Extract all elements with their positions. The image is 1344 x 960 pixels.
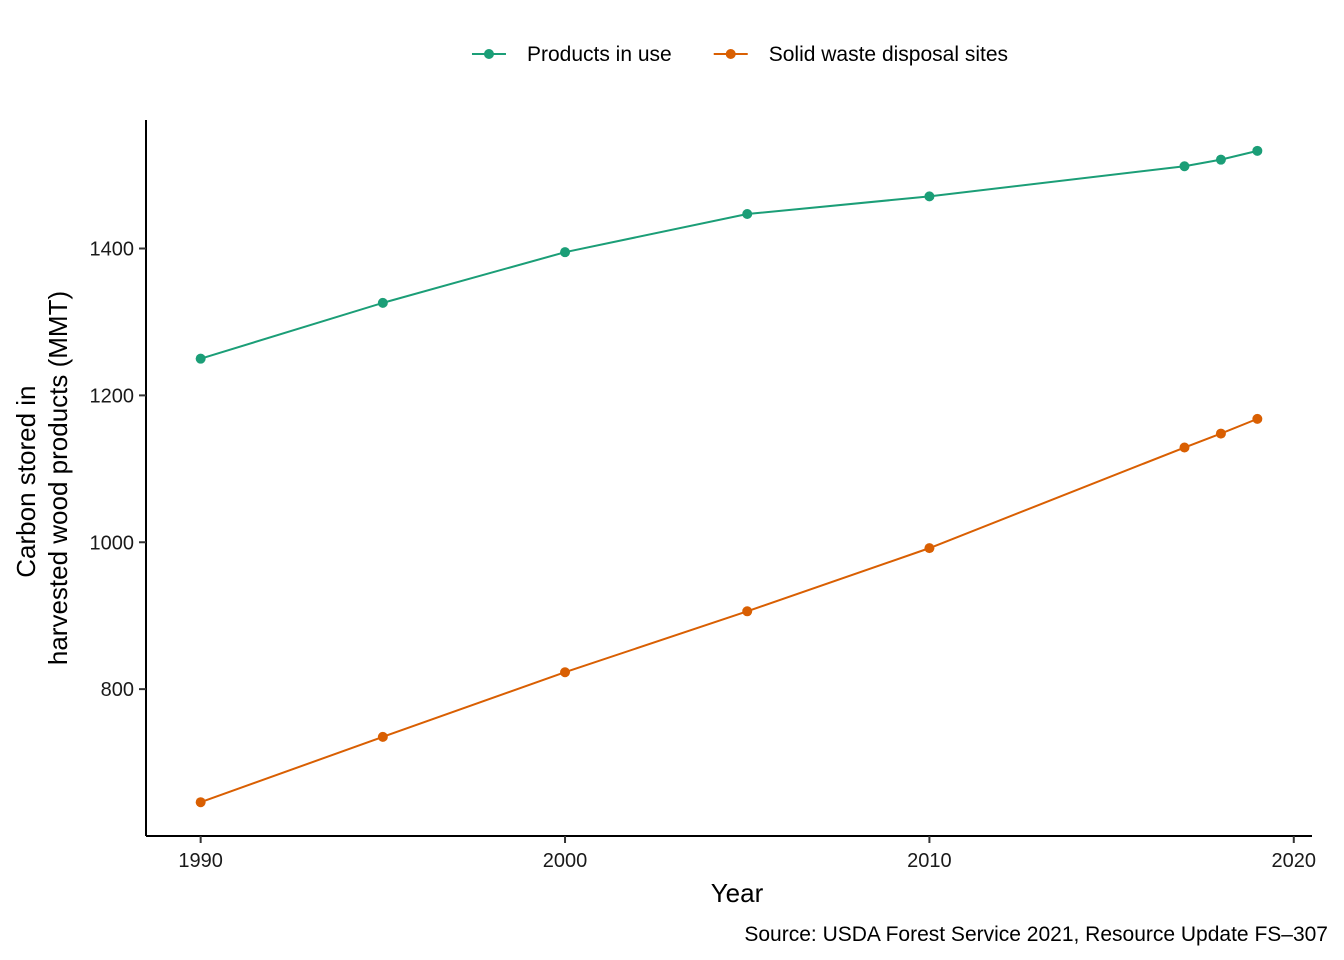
x-tick-label: 1990 — [178, 850, 223, 872]
y-tick-label: 1200 — [90, 385, 135, 407]
data-point — [195, 353, 206, 364]
x-tick-label: 2010 — [907, 850, 952, 872]
data-point — [1252, 413, 1263, 424]
legend-label: Products in use — [527, 43, 672, 66]
y-tick-label: 1400 — [90, 239, 135, 261]
data-point — [1179, 442, 1190, 453]
data-point — [742, 606, 753, 617]
legend: Products in use Solid waste disposal site… — [471, 43, 1008, 66]
data-point — [377, 297, 388, 308]
y-axis-title-line-1: Carbon stored in — [11, 386, 41, 578]
data-point — [560, 667, 571, 678]
x-tick-label: 2000 — [543, 850, 588, 872]
series-line — [200, 417, 1258, 804]
data-point — [924, 191, 935, 202]
legend-key-point — [483, 49, 494, 59]
legend-item-0: Products in use — [471, 43, 672, 66]
data-point — [1179, 161, 1190, 172]
data-point — [1215, 154, 1226, 165]
data-point — [924, 543, 935, 554]
data-point — [1215, 428, 1226, 439]
y-tick-label: 1000 — [90, 532, 135, 554]
data-point — [560, 247, 571, 258]
data-point — [1252, 145, 1263, 156]
axes: 800 1000 1200 1400 1990 2000 2010 2020 — [90, 120, 1317, 872]
data-point — [195, 797, 206, 808]
legend-item-1: Solid waste disposal sites — [713, 43, 1008, 66]
series-line — [200, 149, 1258, 360]
y-axis-title-line-2: harvested wood products (MMT) — [43, 291, 73, 665]
series-1 — [195, 413, 1263, 808]
series-layer — [195, 145, 1263, 808]
source-caption: Source: USDA Forest Service 2021, Resour… — [744, 923, 1328, 946]
x-tick-label: 2020 — [1272, 850, 1317, 872]
legend-key-point — [725, 49, 736, 59]
data-point — [742, 208, 753, 219]
legend-label: Solid waste disposal sites — [769, 43, 1008, 66]
series-0 — [195, 145, 1263, 364]
x-axis-title: Year — [711, 878, 764, 908]
data-point — [377, 731, 388, 742]
y-axis-title: Carbon stored in harvested wood products… — [11, 291, 73, 665]
y-tick-label: 800 — [101, 679, 134, 701]
